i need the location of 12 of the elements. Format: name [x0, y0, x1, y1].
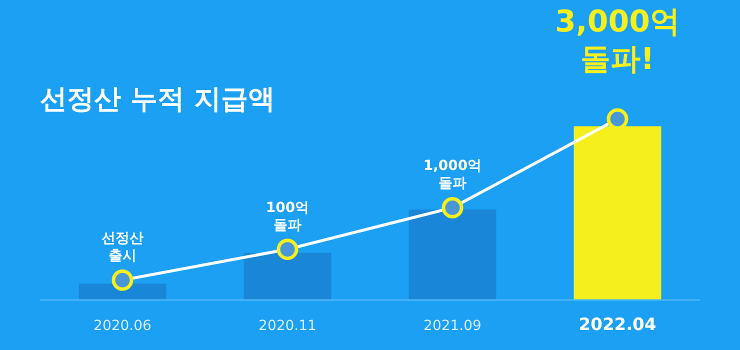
- x-tick-label: 2021.09: [424, 318, 482, 334]
- x-tick-label: 2022.04: [578, 315, 656, 335]
- annotation: 1,000억 돌파: [423, 158, 482, 192]
- bar: [78, 284, 166, 300]
- annotation: 100억 돌파: [266, 200, 310, 234]
- x-tick-label: 2020.06: [94, 318, 152, 334]
- annotation: 선정산 출시: [102, 230, 144, 264]
- bar: [408, 210, 496, 300]
- x-tick-label: 2020.11: [258, 318, 316, 334]
- text: 3,000억 돌파!: [555, 4, 680, 77]
- bar: [244, 252, 332, 300]
- chart-title: 선정산 누적 지급액: [40, 84, 275, 115]
